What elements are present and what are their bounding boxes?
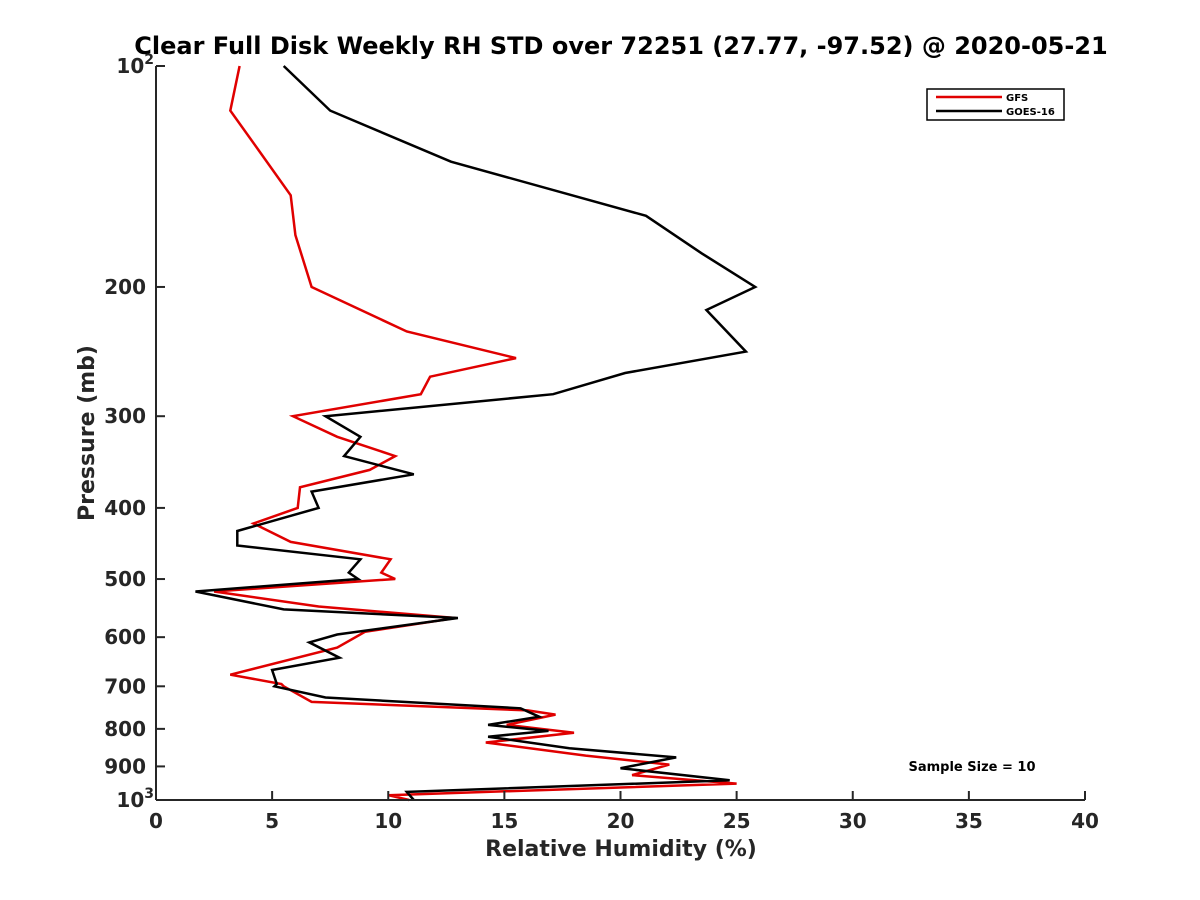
x-axis-label: Relative Humidity (%) xyxy=(485,837,757,862)
series-line-gfs xyxy=(213,65,737,802)
y-axis-label: Pressure (mb) xyxy=(75,345,100,521)
plot-area xyxy=(156,66,1085,800)
series-line-goes16 xyxy=(195,65,758,801)
y-tick-label: 300 xyxy=(104,404,146,428)
x-tick-label: 25 xyxy=(723,809,751,833)
legend-label-goes16: GOES-16 xyxy=(1006,107,1055,118)
y-tick-label: 600 xyxy=(104,625,146,649)
legend-label-gfs: GFS xyxy=(1006,93,1028,104)
x-tick-label: 0 xyxy=(149,809,163,833)
sample-size-annotation: Sample Size = 10 xyxy=(908,760,1035,775)
x-tick-label: 30 xyxy=(839,809,867,833)
series-group xyxy=(195,65,758,802)
legend: GFS GOES-16 xyxy=(926,88,1065,121)
y-tick-label: 102 xyxy=(116,52,154,78)
y-tick-label: 400 xyxy=(104,496,146,520)
x-tick-label: 40 xyxy=(1071,809,1099,833)
y-tick-label: 200 xyxy=(104,275,146,299)
x-tick-label: 15 xyxy=(490,809,518,833)
y-tick-label: 900 xyxy=(104,754,146,778)
legend-box xyxy=(926,88,1065,121)
x-tick-label: 5 xyxy=(265,809,279,833)
x-ticks-group: 0 5 10 15 20 25 30 35 40 xyxy=(149,791,1099,833)
y-tick-label: 500 xyxy=(104,567,146,591)
x-tick-label: 10 xyxy=(374,809,402,833)
y-tick-label: 800 xyxy=(104,717,146,741)
x-tick-label: 35 xyxy=(955,809,983,833)
y-tick-label: 700 xyxy=(104,674,146,698)
chart-title: Clear Full Disk Weekly RH STD over 72251… xyxy=(134,32,1107,60)
x-tick-label: 20 xyxy=(607,809,635,833)
